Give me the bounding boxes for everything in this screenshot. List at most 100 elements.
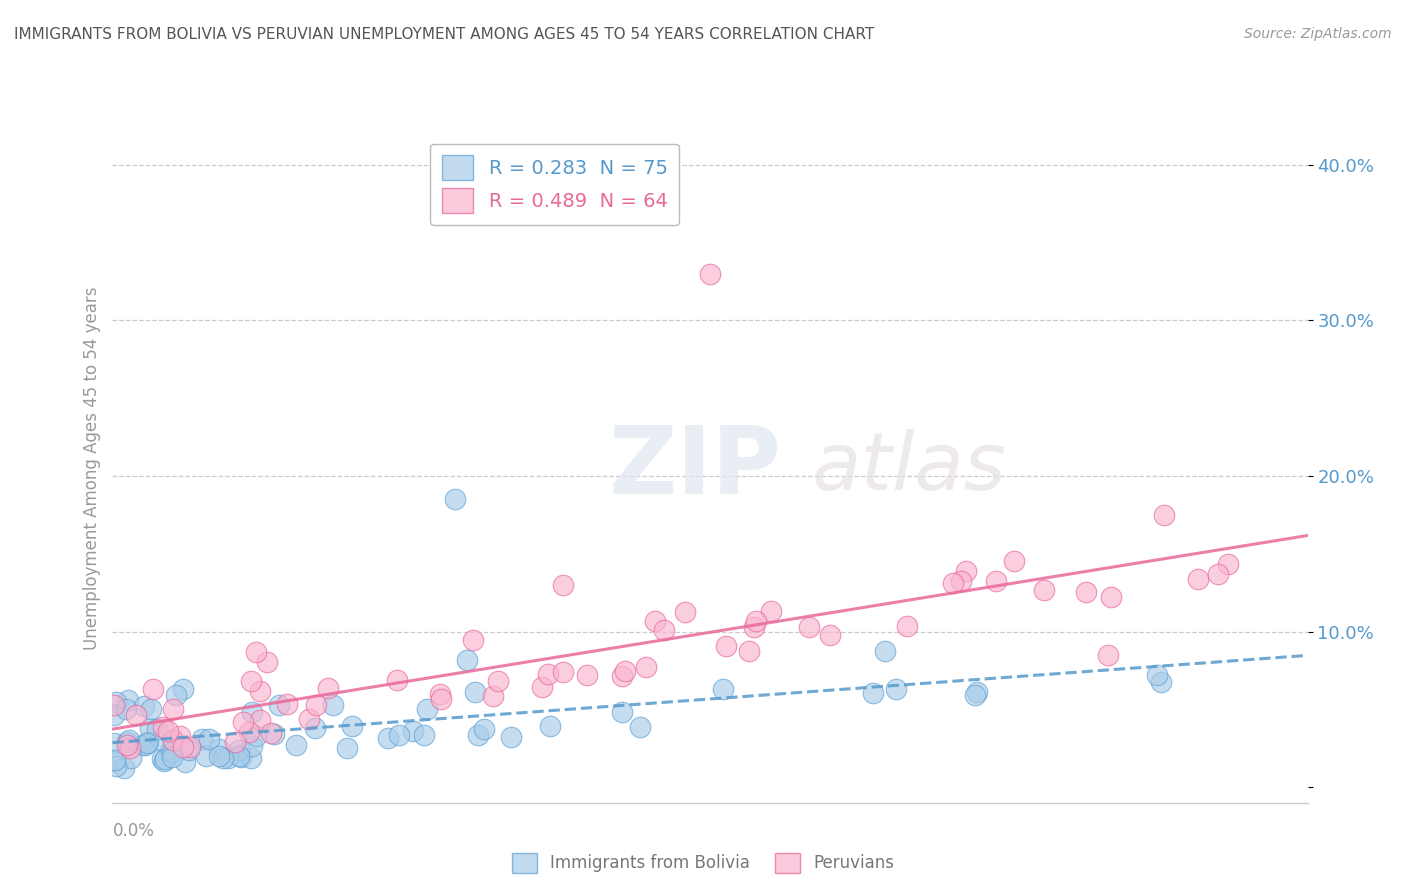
Point <box>1097 648 1119 662</box>
Point <box>699 267 721 281</box>
Point <box>482 689 505 703</box>
Point <box>965 688 987 702</box>
Point <box>1002 554 1025 568</box>
Point <box>463 633 485 648</box>
Point <box>152 721 174 735</box>
Point <box>260 726 283 740</box>
Point <box>644 615 666 629</box>
Point <box>576 668 599 682</box>
Point <box>714 639 737 653</box>
Point <box>101 754 124 768</box>
Point <box>162 736 184 750</box>
Point <box>160 745 183 759</box>
Point <box>172 682 194 697</box>
Point <box>610 669 633 683</box>
Point <box>190 732 212 747</box>
Point <box>634 660 657 674</box>
Point <box>886 681 908 696</box>
Text: atlas: atlas <box>811 429 1007 508</box>
Point <box>950 574 973 588</box>
Point <box>1153 508 1175 522</box>
Point <box>240 739 263 753</box>
Point <box>388 728 411 742</box>
Point <box>146 722 169 736</box>
Point <box>117 693 139 707</box>
Point <box>232 715 254 730</box>
Point <box>103 698 125 713</box>
Point <box>103 707 125 722</box>
Point <box>136 735 159 749</box>
Point <box>738 644 761 658</box>
Point <box>1150 675 1173 690</box>
Y-axis label: Unemployment Among Ages 45 to 54 years: Unemployment Among Ages 45 to 54 years <box>83 286 101 650</box>
Point <box>377 731 399 745</box>
Point <box>174 755 197 769</box>
Point <box>256 655 278 669</box>
Point <box>628 720 651 734</box>
Point <box>1146 668 1168 682</box>
Text: 0.0%: 0.0% <box>112 822 155 839</box>
Point <box>415 702 437 716</box>
Point <box>211 751 233 765</box>
Point <box>157 723 180 738</box>
Point <box>472 723 495 737</box>
Point <box>538 718 561 732</box>
Point <box>305 698 328 713</box>
Point <box>654 624 676 638</box>
Point <box>134 738 156 752</box>
Point <box>155 752 177 766</box>
Point <box>342 719 364 733</box>
Point <box>120 740 142 755</box>
Point <box>467 728 489 742</box>
Point <box>228 748 250 763</box>
Point <box>745 614 768 628</box>
Point <box>873 644 896 658</box>
Point <box>118 733 141 747</box>
Point <box>284 739 307 753</box>
Point <box>955 565 977 579</box>
Point <box>179 739 201 754</box>
Point <box>1099 590 1122 604</box>
Point <box>239 673 262 688</box>
Point <box>131 738 153 752</box>
Point <box>162 733 184 747</box>
Point <box>336 741 359 756</box>
Point <box>208 742 231 756</box>
Point <box>1033 582 1056 597</box>
Point <box>430 692 453 706</box>
Point <box>228 743 250 757</box>
Point <box>1076 584 1098 599</box>
Point <box>165 688 187 702</box>
Point <box>239 750 262 764</box>
Point <box>134 698 156 713</box>
Point <box>759 604 782 618</box>
Point <box>614 664 637 678</box>
Point <box>304 721 326 735</box>
Point <box>413 728 436 742</box>
Point <box>139 721 162 735</box>
Point <box>316 681 339 695</box>
Point <box>231 749 253 764</box>
Point <box>162 702 184 716</box>
Point <box>115 734 138 748</box>
Point <box>263 727 285 741</box>
Point <box>249 713 271 727</box>
Point <box>238 724 260 739</box>
Point <box>159 744 181 758</box>
Point <box>120 750 142 764</box>
Point <box>818 627 841 641</box>
Legend: Immigrants from Bolivia, Peruvians: Immigrants from Bolivia, Peruvians <box>505 847 901 880</box>
Point <box>896 619 918 633</box>
Point <box>104 758 127 772</box>
Point <box>269 698 291 712</box>
Point <box>501 730 523 744</box>
Point <box>103 736 125 750</box>
Point <box>162 750 184 764</box>
Point <box>456 653 478 667</box>
Point <box>245 644 267 658</box>
Point <box>862 686 884 700</box>
Point <box>444 492 467 507</box>
Point <box>224 735 246 749</box>
Point <box>150 752 173 766</box>
Point <box>198 732 221 747</box>
